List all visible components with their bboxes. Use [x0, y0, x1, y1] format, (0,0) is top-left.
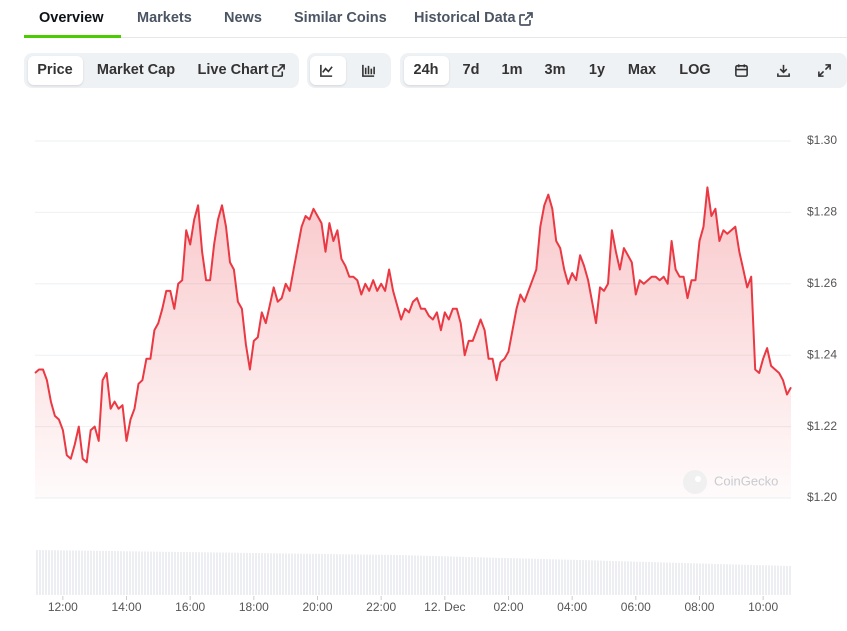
button[interactable]: 1m	[501, 62, 523, 78]
x-tick-label: 04:00	[557, 600, 587, 614]
tab[interactable]: News	[224, 10, 262, 26]
button[interactable]: 1y	[588, 62, 606, 78]
x-tick-label: 20:00	[302, 600, 332, 614]
download-icon[interactable]	[776, 63, 791, 78]
x-tick-label: 10:00	[748, 600, 778, 614]
x-tick-label: 16:00	[175, 600, 205, 614]
external-link-icon	[519, 12, 533, 26]
watermark: CoinGecko	[714, 473, 778, 488]
x-tick-label: 22:00	[366, 600, 396, 614]
tab[interactable]: Overview	[39, 10, 104, 26]
active-button	[404, 56, 449, 85]
watermark-logo	[683, 470, 707, 494]
price-line	[34, 186, 792, 464]
y-tick-label: $1.24	[807, 347, 837, 361]
y-tick-label: $1.26	[807, 276, 837, 290]
y-tick-label: $1.28	[807, 205, 837, 219]
x-tick-label: 08:00	[684, 600, 714, 614]
button[interactable]: LOG	[679, 62, 711, 78]
expand-icon[interactable]	[817, 63, 832, 78]
tab[interactable]: Markets	[137, 10, 192, 26]
active-button	[28, 56, 83, 85]
button[interactable]: 7d	[462, 62, 480, 78]
y-tick-label: $1.20	[807, 490, 837, 504]
tab[interactable]: Similar Coins	[294, 10, 387, 26]
button[interactable]: Market Cap	[96, 62, 176, 78]
button[interactable]: Live Chart	[197, 62, 269, 78]
range-group	[400, 53, 847, 88]
button[interactable]: Price	[37, 62, 73, 78]
volume-strip	[35, 550, 791, 595]
y-tick-label: $1.30	[807, 133, 837, 147]
button[interactable]: 3m	[544, 62, 566, 78]
x-tick-label: 12. Dec	[424, 600, 465, 614]
price-area	[35, 187, 791, 498]
x-tick-label: 14:00	[112, 600, 142, 614]
tab[interactable]: Historical Data	[414, 10, 516, 26]
calendar-icon[interactable]	[734, 63, 749, 78]
button[interactable]: 24h	[413, 62, 439, 78]
x-tick-label: 02:00	[493, 600, 523, 614]
line-chart-icon[interactable]	[319, 63, 334, 78]
external-link-icon	[272, 64, 285, 77]
tab-divider	[24, 37, 847, 38]
tab-indicator	[24, 35, 121, 38]
y-tick-label: $1.22	[807, 419, 837, 433]
candle-chart-icon[interactable]	[361, 63, 376, 78]
x-tick-label: 18:00	[239, 600, 269, 614]
x-tick-label: 12:00	[48, 600, 78, 614]
x-tick-label: 06:00	[621, 600, 651, 614]
button[interactable]: Max	[627, 62, 657, 78]
